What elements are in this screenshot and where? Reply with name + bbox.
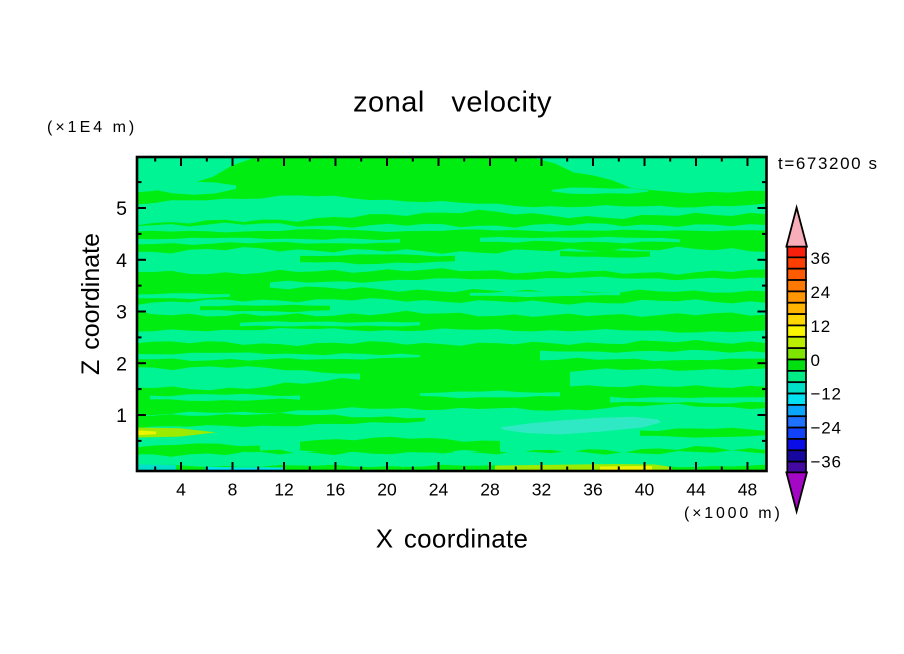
svg-text:12: 12 [274,480,293,500]
svg-text:24: 24 [429,480,449,500]
svg-text:3: 3 [116,302,127,324]
svg-text:t=673200 s: t=673200 s [778,154,879,173]
svg-text:(×1000 m): (×1000 m) [684,505,783,522]
svg-text:2: 2 [116,353,127,375]
svg-text:20: 20 [377,480,397,500]
svg-text:−24: −24 [811,419,842,438]
svg-text:40: 40 [635,480,655,500]
svg-text:(×1E4 m): (×1E4 m) [47,119,137,136]
svg-text:24: 24 [811,283,832,302]
svg-text:16: 16 [326,480,345,500]
svg-text:0: 0 [811,351,821,370]
svg-text:28: 28 [480,480,499,500]
svg-text:12: 12 [811,317,832,336]
svg-text:5: 5 [116,198,127,220]
svg-text:48: 48 [738,480,757,500]
svg-text:−12: −12 [811,385,842,404]
svg-text:Z coordinate: Z coordinate [77,233,105,375]
svg-text:36: 36 [583,480,602,500]
svg-text:−36: −36 [811,453,842,472]
svg-text:4: 4 [116,250,127,272]
svg-text:zonal velocity: zonal velocity [353,87,552,119]
svg-text:1: 1 [116,405,127,427]
svg-text:44: 44 [686,480,706,500]
svg-text:8: 8 [228,480,238,500]
svg-text:X coordinate: X coordinate [376,523,529,553]
svg-text:36: 36 [811,249,832,268]
svg-text:4: 4 [176,480,186,500]
svg-text:32: 32 [532,480,551,500]
